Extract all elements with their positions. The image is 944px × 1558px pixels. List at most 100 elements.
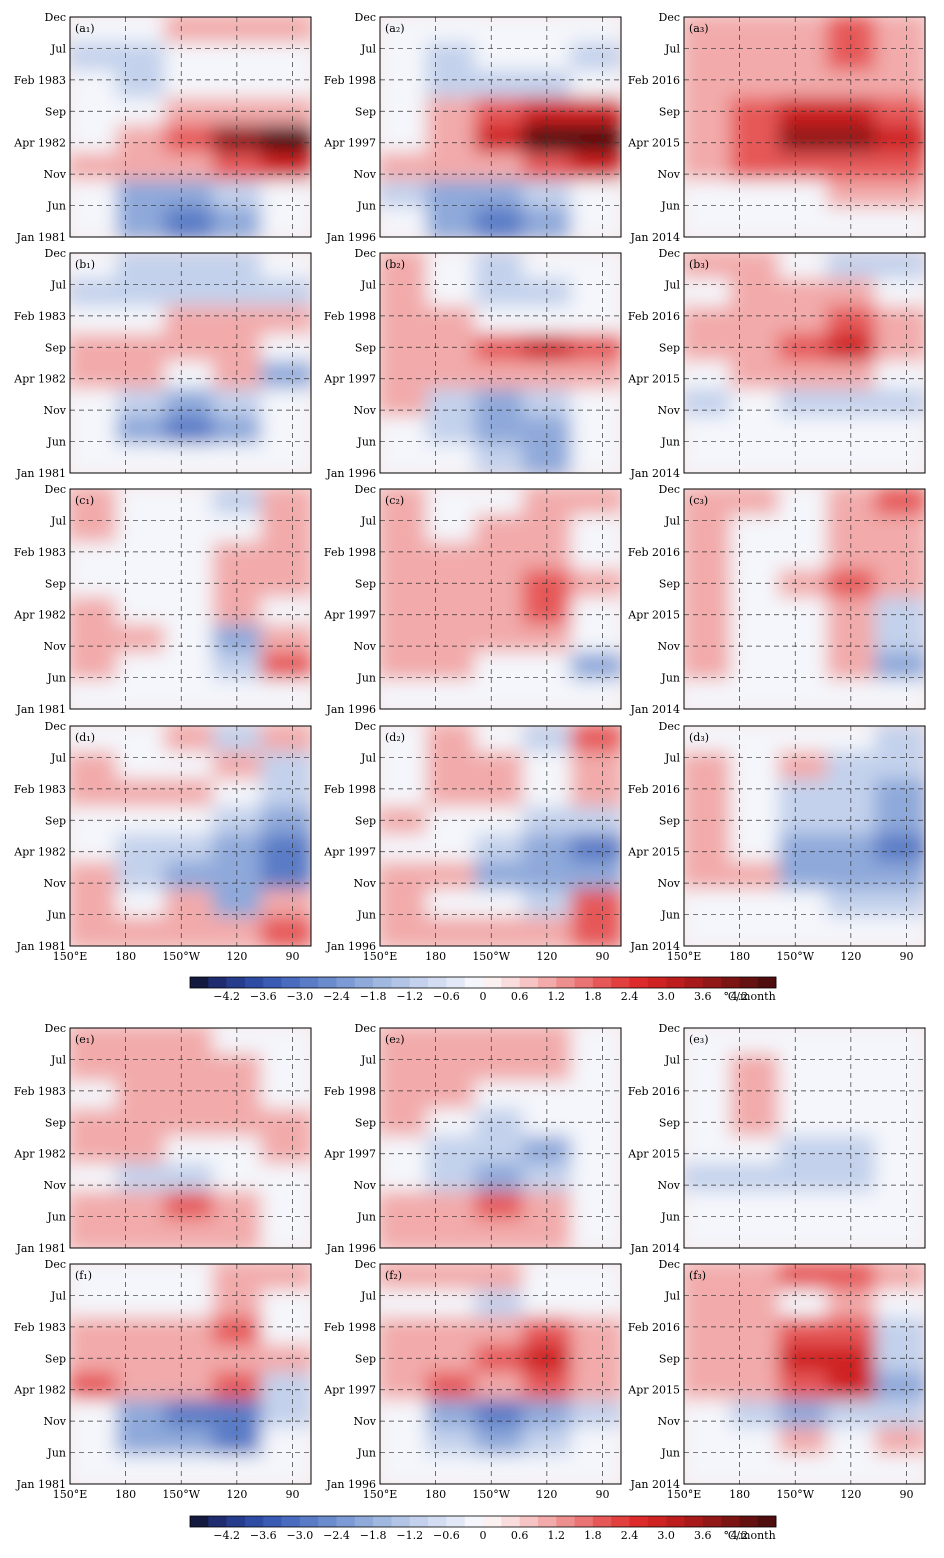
field-cell: [474, 388, 527, 420]
field-cell: [826, 916, 879, 946]
time-tick-label: Jun: [46, 436, 66, 449]
time-tick-label: Nov: [354, 1179, 377, 1192]
field-cell: [874, 726, 925, 756]
field-cell: [730, 1399, 783, 1431]
colorbar-swatch: [391, 977, 411, 988]
field-cell: [826, 1081, 879, 1113]
panel-field: [380, 1028, 621, 1248]
time-tick-label: Feb 2016: [628, 74, 680, 87]
field-cell: [684, 1454, 735, 1484]
field-cell: [426, 333, 479, 365]
field-cell: [778, 779, 831, 811]
field-cell: [380, 1108, 431, 1140]
field-cell: [570, 542, 621, 574]
colorbar-swatch: [611, 1516, 630, 1527]
field-cell: [70, 779, 121, 811]
field-cell: [874, 569, 925, 601]
field-cell: [874, 97, 925, 129]
panel-field: [380, 726, 621, 946]
time-tick-label: Jan 1996: [325, 467, 376, 480]
time-tick-label: Sep: [355, 1352, 376, 1365]
field-cell: [474, 1454, 527, 1484]
field-cell: [212, 679, 265, 709]
colorbar-swatch: [574, 1516, 594, 1527]
field-cell: [70, 152, 121, 184]
field-cell: [730, 416, 783, 448]
time-tick-label: Dec: [355, 1022, 377, 1035]
panel-field: [70, 253, 311, 473]
field-cell: [260, 70, 311, 102]
field-cell: [874, 779, 925, 811]
field-cell: [164, 1108, 217, 1140]
field-cell: [778, 207, 831, 237]
colorbar-tick-label: −1.2: [396, 1529, 423, 1542]
field-cell: [260, 542, 311, 574]
field-cell: [474, 306, 527, 338]
lon-tick-label: 180: [115, 950, 136, 963]
field-cell: [70, 97, 121, 129]
time-tick-label: Jul: [664, 751, 680, 764]
time-tick-label: Jul: [50, 1053, 66, 1066]
field-cell: [730, 306, 783, 338]
colorbar-tick-label: −3.6: [250, 1529, 277, 1542]
field-cell: [778, 1218, 831, 1248]
time-tick-label: Sep: [45, 105, 66, 118]
field-cell: [116, 1399, 169, 1431]
colorbar-swatch: [721, 977, 740, 988]
field-cell: [70, 652, 121, 684]
field-cell: [570, 17, 621, 47]
field-cell: [778, 1454, 831, 1484]
field-cell: [164, 1053, 217, 1085]
time-tick-label: Jun: [46, 909, 66, 922]
colorbar-swatch: [647, 1516, 667, 1527]
field-cell: [874, 443, 925, 473]
field-cell: [730, 726, 783, 756]
field-cell: [116, 726, 169, 756]
field-cell: [474, 1427, 527, 1459]
field-cell: [684, 679, 735, 709]
field-cell: [70, 70, 121, 102]
field-cell: [570, 416, 621, 448]
time-tick-label: Sep: [45, 814, 66, 827]
colorbar-swatch: [336, 1516, 356, 1527]
panel-frame: [683, 1027, 926, 1249]
field-cell: [874, 278, 925, 310]
field-cell: [522, 779, 575, 811]
field-cell: [522, 278, 575, 310]
colorbar-tick-label: −3.0: [287, 1529, 314, 1542]
field-cell: [522, 751, 575, 783]
field-cell: [684, 1317, 735, 1349]
field-cell: [426, 1163, 479, 1195]
field-cell: [778, 806, 831, 838]
colorbar-tick-label: 0: [480, 990, 487, 1003]
field-cell: [874, 861, 925, 893]
field-cell: [874, 1081, 925, 1113]
panel-frame: [69, 252, 312, 474]
field-cell: [164, 152, 217, 184]
time-tick-label: Nov: [354, 640, 377, 653]
field-cell: [522, 1218, 575, 1248]
panel-label: (a₁): [75, 22, 95, 35]
field-cell: [380, 1028, 431, 1058]
field-cell: [474, 779, 527, 811]
time-tick-label: Jul: [360, 278, 376, 291]
colorbar-tick-label: −1.2: [396, 990, 423, 1003]
field-cell: [778, 889, 831, 921]
time-tick-label: Feb 2016: [628, 310, 680, 323]
field-cell: [260, 751, 311, 783]
field-cell: [684, 1028, 735, 1058]
field-cell: [164, 207, 217, 237]
colorbar-swatch: [244, 977, 264, 988]
field-cell: [474, 489, 527, 519]
colorbar-swatch: [501, 1516, 520, 1527]
field-cell: [684, 861, 735, 893]
time-tick-label: Nov: [44, 640, 67, 653]
field-cell: [212, 542, 265, 574]
field-cell: [684, 751, 735, 783]
field-cell: [70, 1317, 121, 1349]
panel-label: (d₂): [385, 731, 405, 744]
field-cell: [826, 652, 879, 684]
time-tick-label: Apr 2015: [627, 137, 680, 150]
field-cell: [522, 1191, 575, 1223]
time-tick-label: Jul: [50, 42, 66, 55]
